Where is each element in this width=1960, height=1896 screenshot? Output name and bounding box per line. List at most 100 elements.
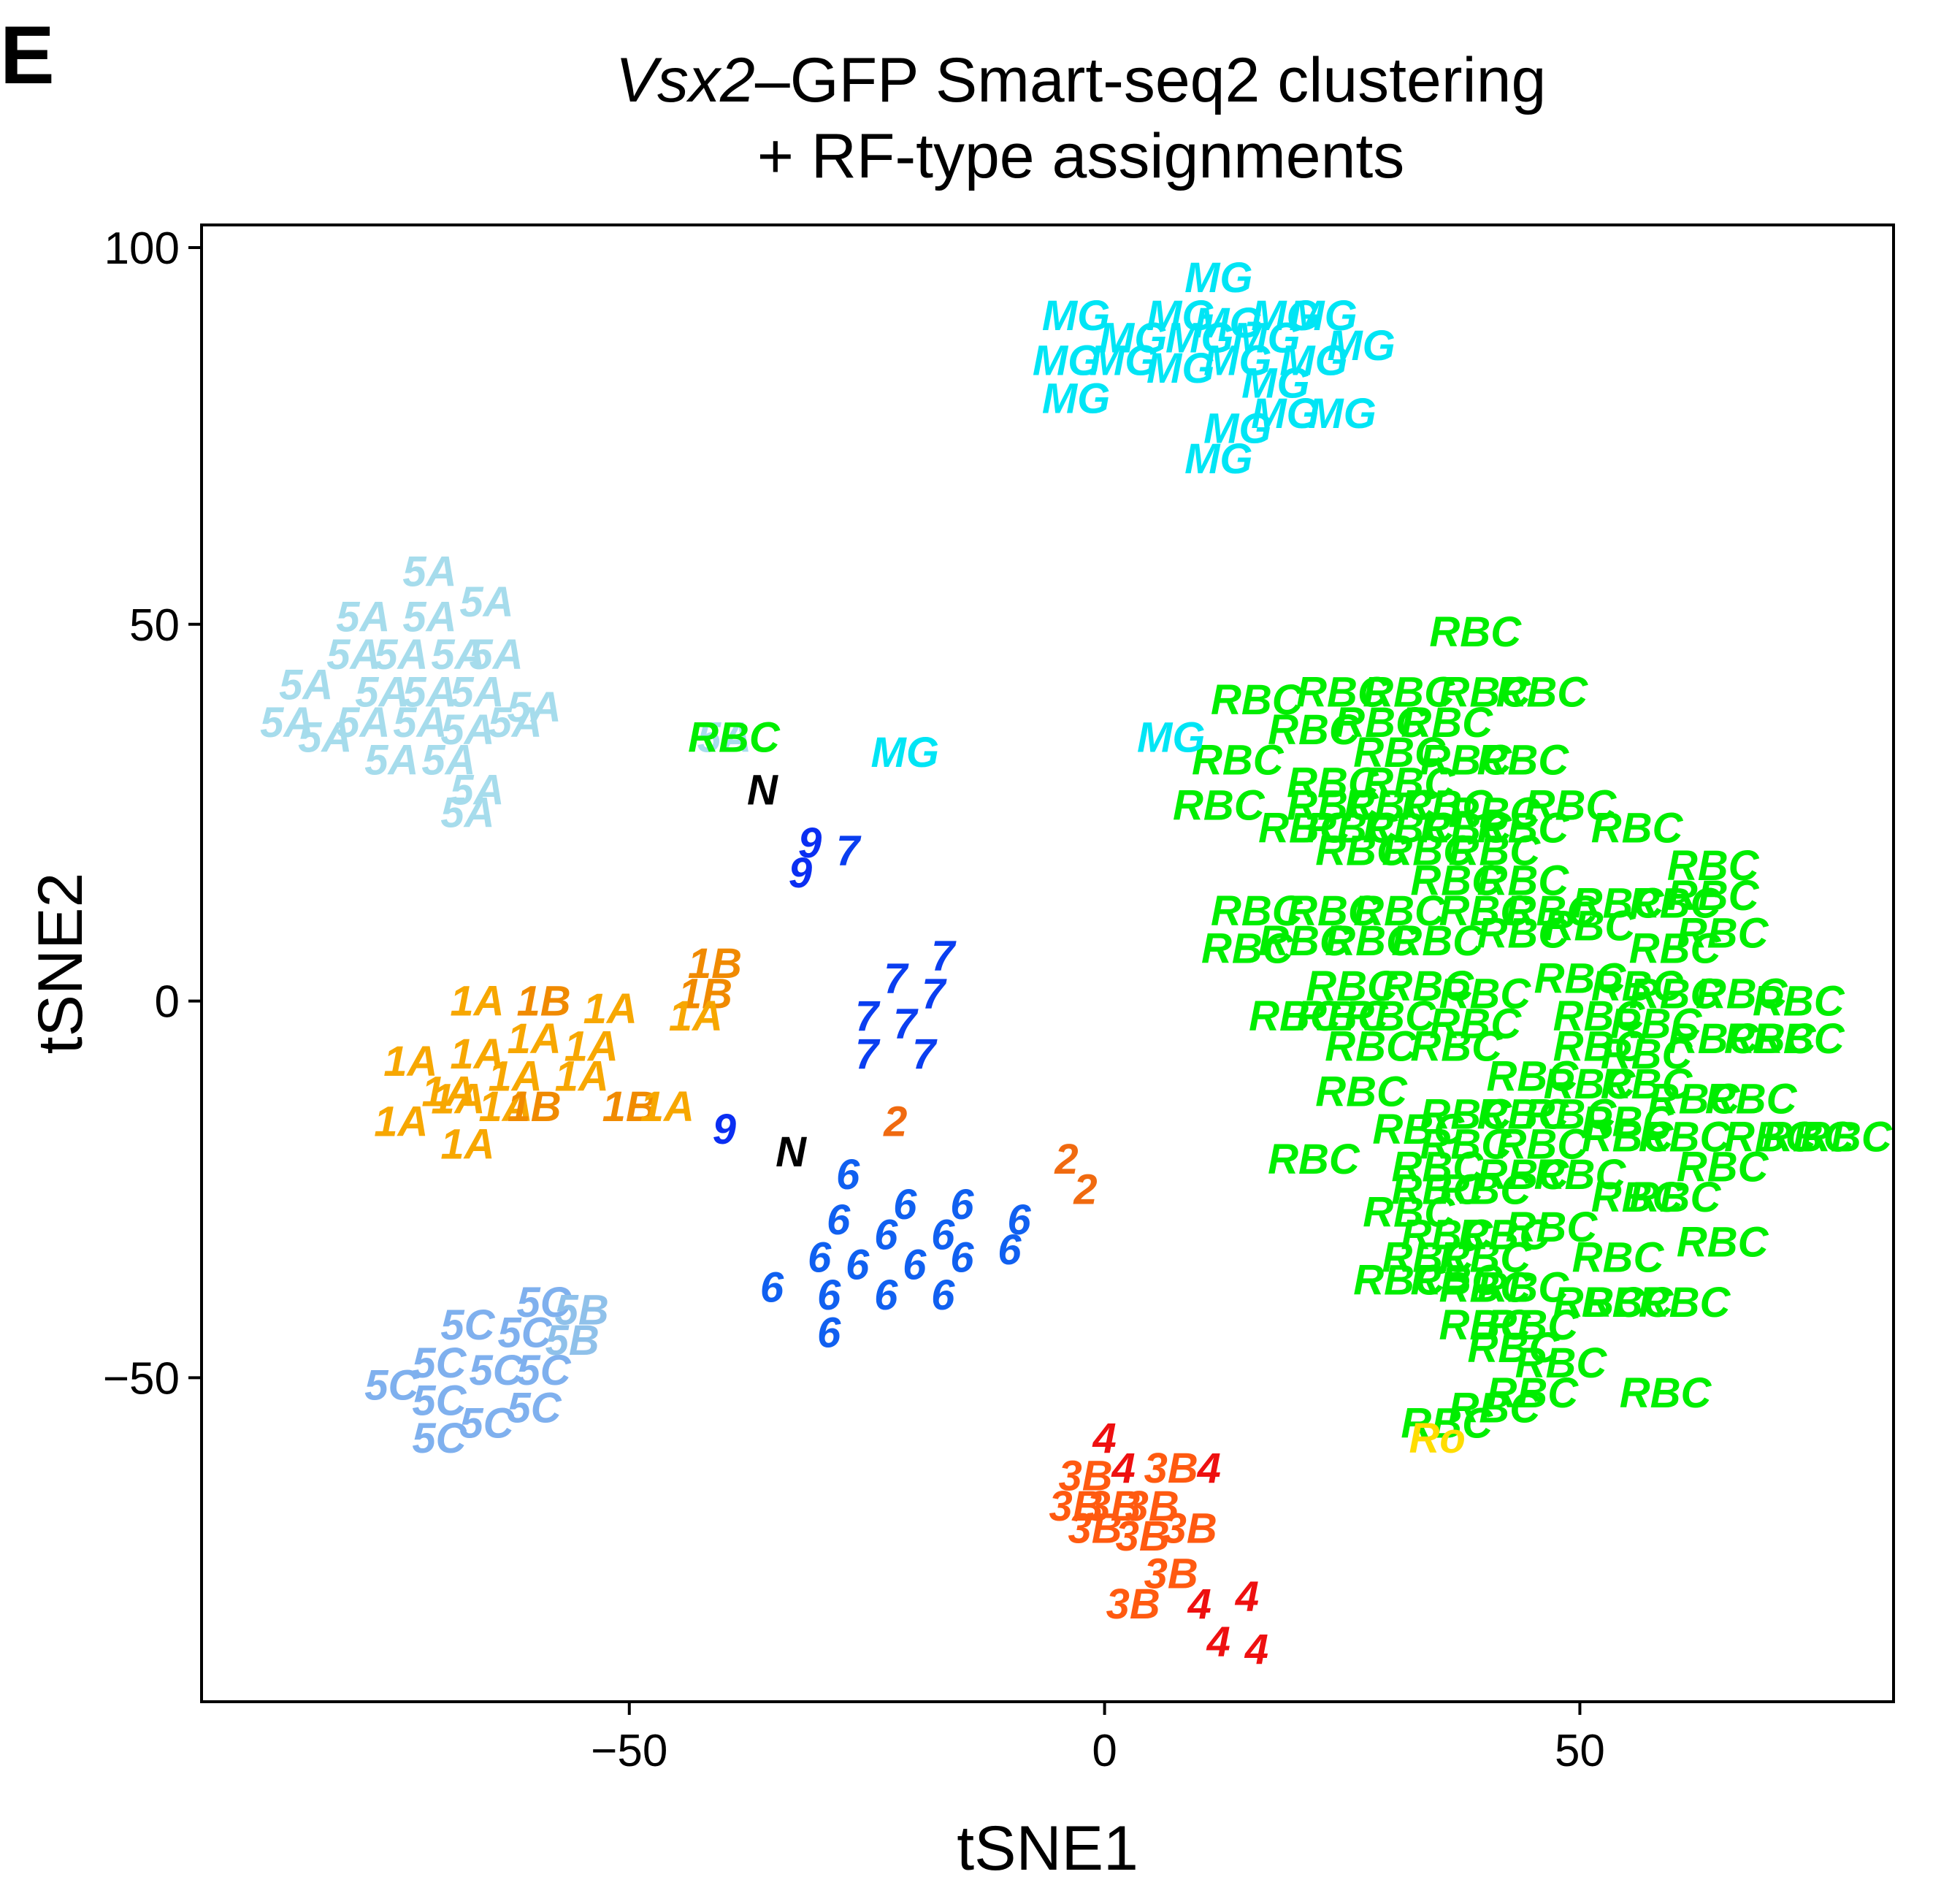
point-label-rbc: RBC xyxy=(1439,887,1531,935)
point-label-3b: 3B xyxy=(1068,1505,1122,1553)
point-label-rbc: RBC xyxy=(1496,1121,1589,1169)
point-label-rbc: RBC xyxy=(1439,1166,1531,1213)
point-label-5a: 5A xyxy=(279,661,333,708)
point-label-rbc: RBC xyxy=(1629,925,1722,972)
point-label-rbc: RBC xyxy=(1506,1204,1599,1251)
point-label-2: 2 xyxy=(883,1098,907,1146)
point-label-rbc: RBC xyxy=(1439,1234,1531,1281)
point-label-rbc: RBC xyxy=(1363,759,1455,806)
point-label-rbc: RBC xyxy=(1477,804,1570,852)
point-label-7: 7 xyxy=(836,827,862,874)
point-label-3b: 3B xyxy=(1058,1453,1112,1500)
chart-title-line-1-rest: –GFP Smart-seq2 clustering xyxy=(754,45,1547,115)
point-label-rbc: RBC xyxy=(1410,1256,1503,1304)
point-label-rbc: RBC xyxy=(1591,804,1684,852)
point-label-rbc: RBC xyxy=(1534,1151,1627,1199)
point-label-6: 6 xyxy=(931,1211,955,1258)
point-label-6: 6 xyxy=(760,1264,784,1312)
point-label-rbc: RBC xyxy=(1800,1113,1893,1161)
x-tick-label: 50 xyxy=(1555,1726,1605,1776)
point-label-rbc: RBC xyxy=(1334,699,1427,746)
point-label-rbc: RBC xyxy=(1306,804,1398,852)
point-label-5a: 5A xyxy=(450,767,504,814)
point-label-1a: 1A xyxy=(488,1053,542,1101)
point-label-mg: MG xyxy=(1184,435,1252,483)
point-label-rbc: RBC xyxy=(1315,827,1408,874)
point-label-1a: 1A xyxy=(555,1053,609,1101)
point-label-rbc: RBC xyxy=(1601,1031,1693,1078)
point-label-rbc: RBC xyxy=(1477,857,1570,905)
point-label-rbc: RBC xyxy=(1401,781,1493,829)
point-label-2: 2 xyxy=(1073,1166,1097,1213)
point-label-rbc: RBC xyxy=(1439,970,1531,1017)
y-tick-label: 100 xyxy=(104,223,180,274)
point-label-rbc: RBC xyxy=(1582,1279,1674,1326)
point-label-rbc: RBC xyxy=(1420,1090,1512,1138)
point-label-rbc: RBC xyxy=(1582,1098,1674,1146)
point-label-rbc: RBC xyxy=(1724,1113,1817,1161)
x-axis-label: tSNE1 xyxy=(957,1813,1138,1884)
point-label-rbc: RBC xyxy=(1591,963,1684,1010)
point-label-rbc: RBC xyxy=(1249,993,1341,1040)
point-label-9: 9 xyxy=(789,849,812,897)
point-label-1a: 1A xyxy=(478,1083,532,1131)
point-label-rbc: RBC xyxy=(1448,1385,1541,1432)
point-label-rbc: RBC xyxy=(1353,729,1446,776)
point-label-6: 6 xyxy=(827,1196,851,1244)
point-label-rbc: RBC xyxy=(1467,1324,1560,1372)
point-label-5a: 5A xyxy=(260,699,314,746)
point-label-4: 4 xyxy=(1206,1618,1230,1665)
point-label-5a: 5A xyxy=(440,790,494,837)
point-label-rbc: RBC xyxy=(1677,1219,1769,1266)
point-label-rbc: RBC xyxy=(1553,993,1646,1040)
point-label-2: 2 xyxy=(1054,1136,1078,1183)
point-label-rbc: RBC xyxy=(1553,1022,1646,1070)
point-label-6: 6 xyxy=(1007,1196,1031,1244)
point-label-rbc: RBC xyxy=(1372,1106,1465,1153)
point-label-rbc: RBC xyxy=(688,714,781,762)
point-label-5a: 5A xyxy=(697,714,751,762)
point-label-5a: 5A xyxy=(459,578,513,626)
point-label-mg: MG xyxy=(1203,337,1271,385)
point-label-mg: MG xyxy=(1289,292,1357,340)
y-tick-label: 50 xyxy=(129,600,180,651)
point-label-3b: 3B xyxy=(1144,1551,1198,1598)
point-label-6: 6 xyxy=(846,1242,870,1289)
point-label-7: 7 xyxy=(922,970,947,1017)
point-label-rbc: RBC xyxy=(1353,887,1446,935)
point-label-rbc: RBC xyxy=(1629,879,1722,927)
point-label-rbc: RBC xyxy=(1287,781,1379,829)
point-label-rbc: RBC xyxy=(1429,1001,1522,1048)
point-label-6: 6 xyxy=(874,1211,898,1258)
point-label-7: 7 xyxy=(855,1031,881,1078)
point-label-mg: MG xyxy=(1194,299,1262,347)
point-label-rbc: RBC xyxy=(1477,1090,1570,1138)
point-label-5c: 5C xyxy=(440,1301,495,1349)
point-label-rbc: RBC xyxy=(1382,1234,1474,1281)
point-label-rbc: RBC xyxy=(1315,1068,1408,1115)
point-label-rbc: RBC xyxy=(1525,1090,1618,1138)
point-label-1a: 1A xyxy=(450,1031,504,1078)
point-label-5a: 5A xyxy=(469,631,523,678)
point-label-mg: MG xyxy=(1099,315,1167,362)
point-label-rbc: RBC xyxy=(1667,872,1760,920)
chart-title-gene: Vsx2 xyxy=(615,45,755,115)
point-label-rbc: RBC xyxy=(1410,857,1503,905)
point-label-rbc: RBC xyxy=(1325,917,1417,965)
point-label-1b: 1B xyxy=(508,1083,562,1131)
point-label-mg: MG xyxy=(1232,315,1300,362)
point-label-rbc: RBC xyxy=(1610,1001,1703,1048)
point-label-1a: 1A xyxy=(564,1022,619,1070)
point-label-9: 9 xyxy=(713,1106,736,1153)
point-label-5a: 5A xyxy=(364,736,418,784)
point-label-rbc: RBC xyxy=(1268,1136,1360,1183)
point-label-5a: 5A xyxy=(374,631,428,678)
point-label-mg: MG xyxy=(1042,292,1110,340)
point-label-mg: MG xyxy=(1165,315,1233,362)
point-label-5a: 5A xyxy=(355,669,409,716)
point-label-rbc: RBC xyxy=(1762,1113,1855,1161)
point-label-rbc: RBC xyxy=(1448,790,1541,837)
point-label-5c: 5C xyxy=(469,1347,524,1394)
point-label-7: 7 xyxy=(884,955,909,1003)
point-label-mg: MG xyxy=(1033,337,1100,385)
